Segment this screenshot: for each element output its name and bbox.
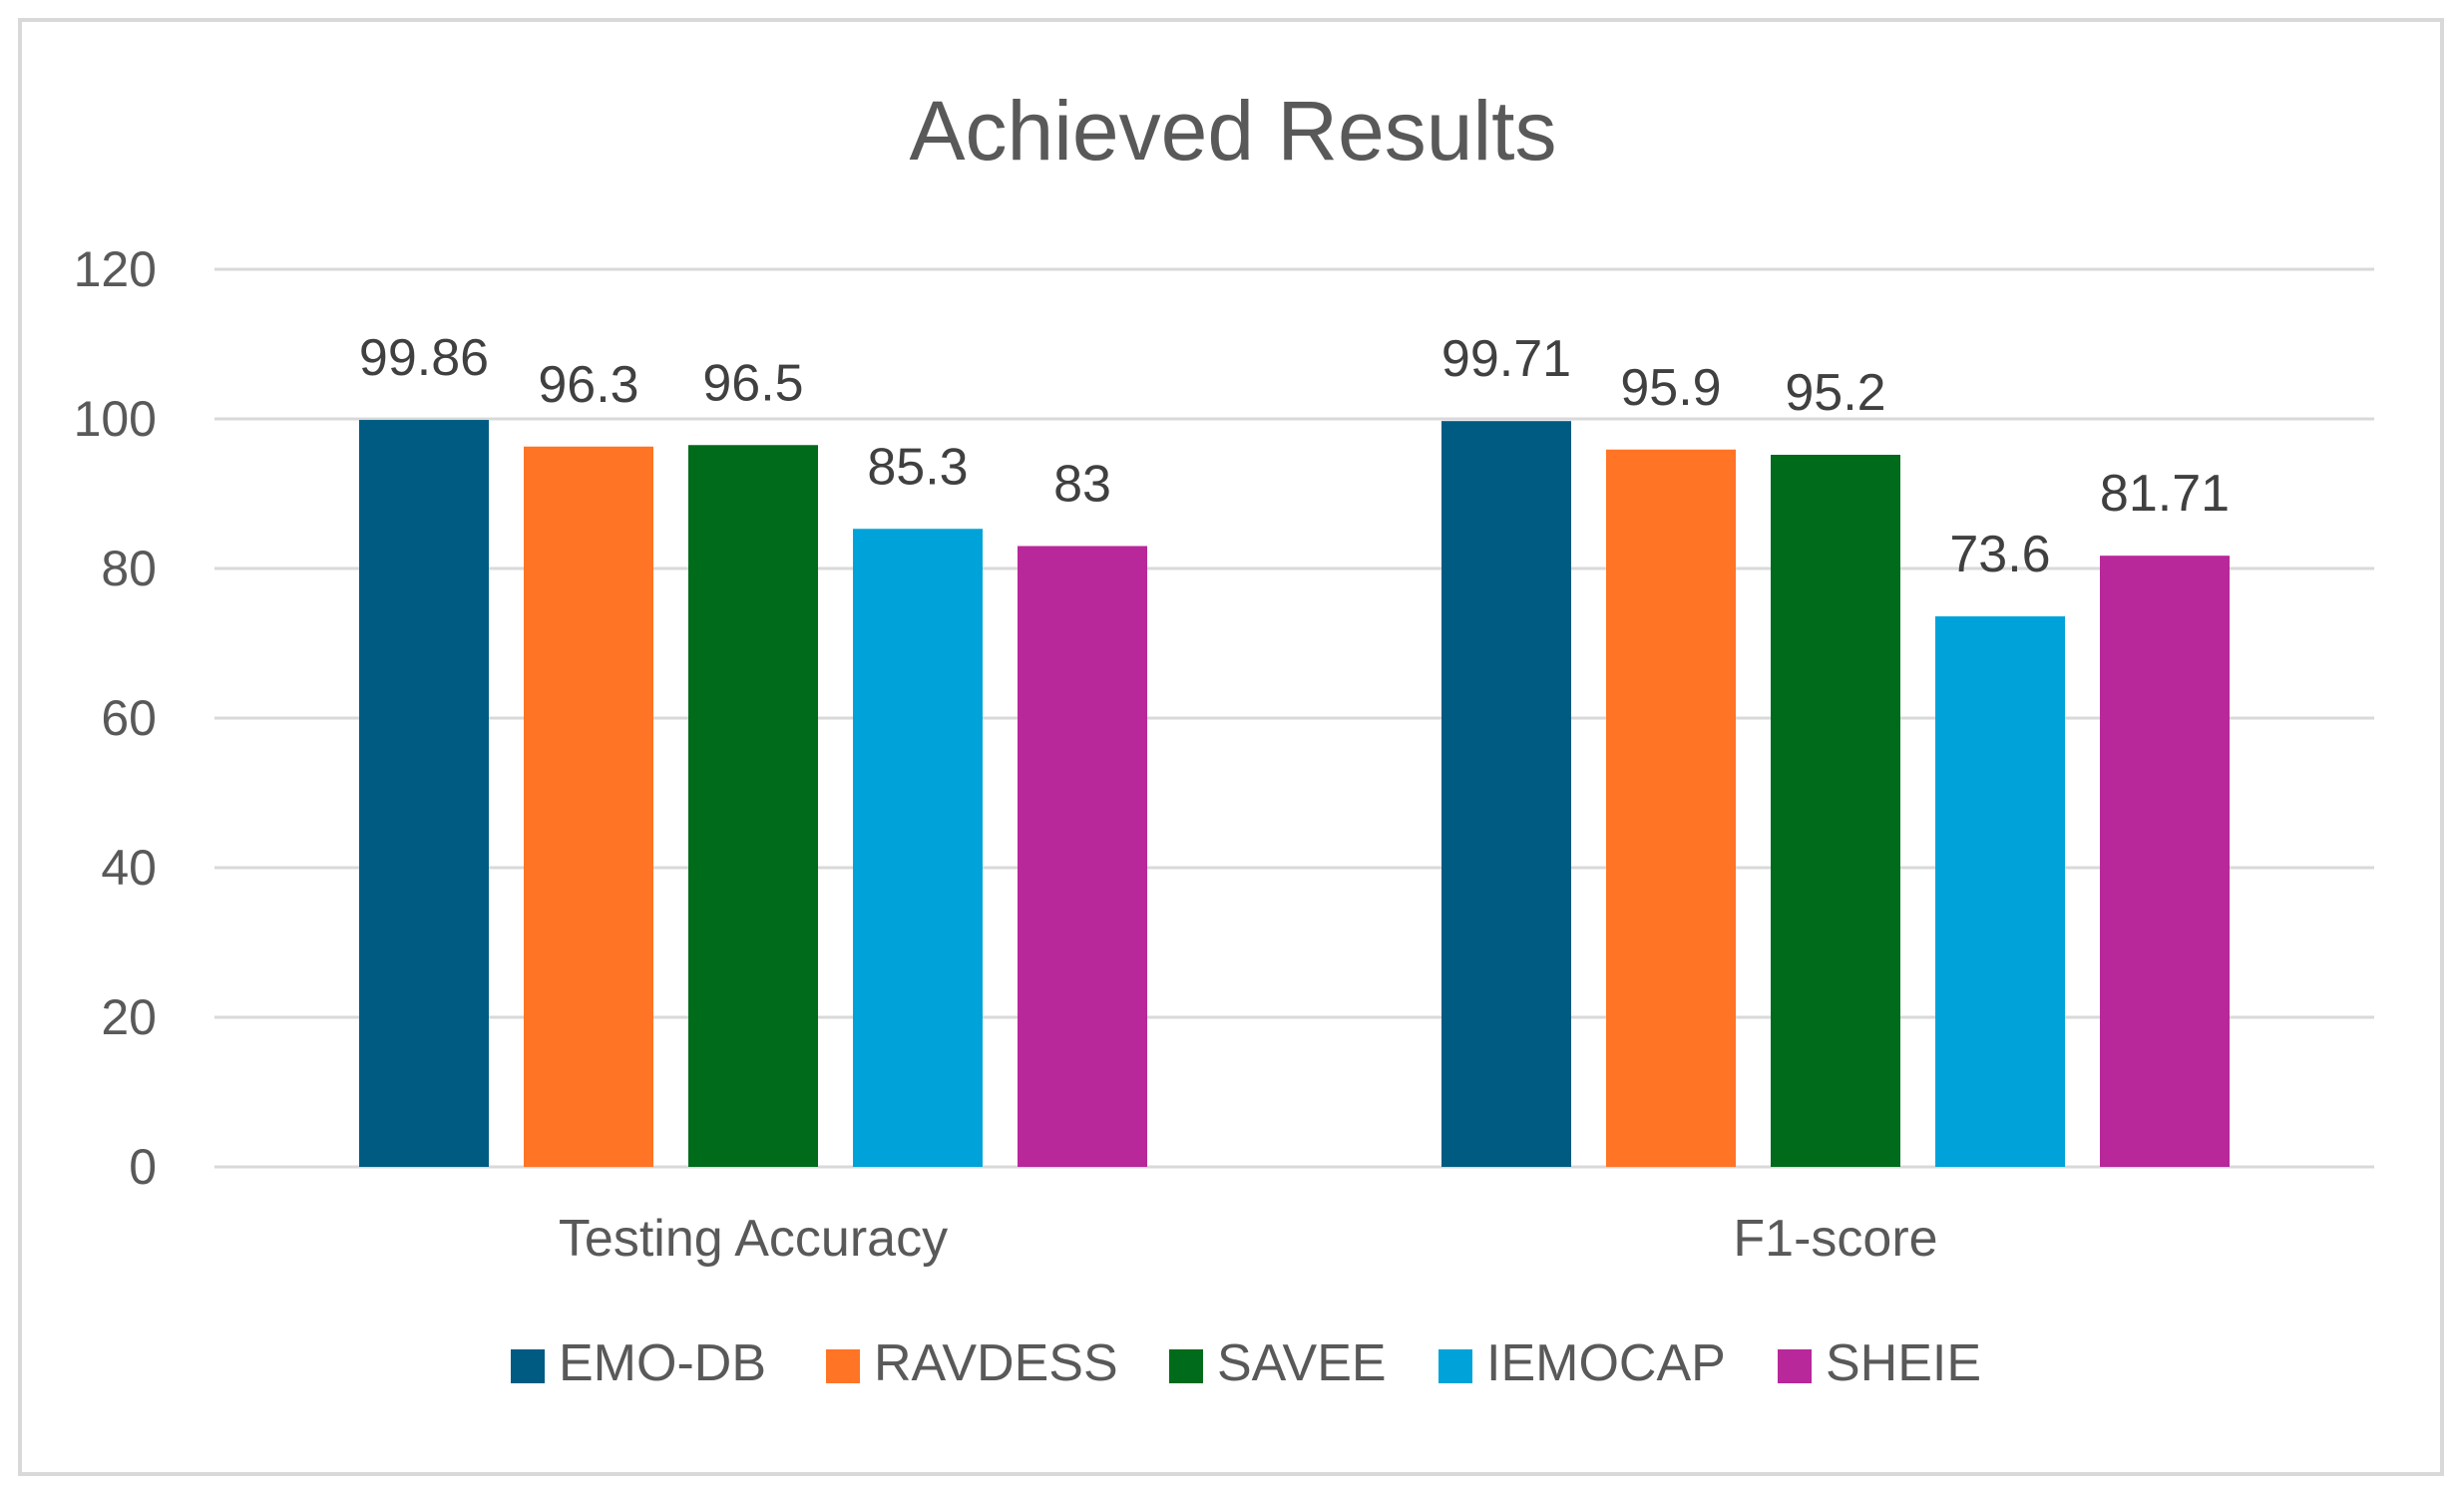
bar-sheie-testing-accuracy: [1018, 546, 1147, 1167]
x-category-label: Testing Accuracy: [559, 1210, 948, 1268]
legend-swatch-emo-db: [511, 1349, 545, 1383]
data-label: 99.86: [359, 329, 489, 387]
legend-label-sheie: SHEIE: [1826, 1334, 1981, 1392]
data-label: 83: [1053, 456, 1111, 514]
y-tick-label: 0: [129, 1139, 157, 1195]
bar-savee-f1-score: [1771, 455, 1900, 1167]
chart-frame: Achieved Results 0 20 40 60 80 100 120 99.86 96…: [18, 18, 2444, 1476]
data-label: 96.3: [538, 356, 638, 414]
y-tick-label: 100: [74, 391, 157, 447]
data-labels: 99.86 96.3 96.5 85.3 83 99.71 95.9 95.2 73.6 81.7…: [359, 329, 2230, 583]
data-label: 99.71: [1441, 330, 1571, 388]
data-label: 81.71: [2100, 465, 2230, 523]
bars: [359, 420, 2230, 1167]
x-axis-categories: Testing Accuracy F1-score: [559, 1210, 1938, 1268]
legend-label-emo-db: EMO-DB: [559, 1334, 766, 1392]
legend-swatch-savee: [1169, 1349, 1203, 1383]
data-label: 95.9: [1620, 359, 1721, 417]
y-tick-label: 20: [101, 989, 157, 1045]
bar-sheie-f1-score: [2100, 556, 2230, 1167]
bar-iemocap-f1-score: [1935, 616, 2065, 1167]
y-axis-ticks: 0 20 40 60 80 100 120: [74, 241, 157, 1195]
legend: EMO-DB RAVDESS SAVEE IEMOCAP SHEIE: [511, 1334, 1981, 1392]
data-label: 95.2: [1785, 364, 1885, 422]
legend-swatch-sheie: [1778, 1349, 1812, 1383]
chart-svg: Achieved Results 0 20 40 60 80 100 120 99.86 96…: [74, 84, 2374, 1392]
bar-emo-db-f1-score: [1441, 421, 1571, 1167]
x-category-label: F1-score: [1733, 1210, 1937, 1268]
legend-label-ravdess: RAVDESS: [874, 1334, 1118, 1392]
bar-iemocap-testing-accuracy: [853, 529, 983, 1167]
bar-ravdess-f1-score: [1606, 449, 1736, 1167]
bar-emo-db-testing-accuracy: [359, 420, 489, 1167]
bar-ravdess-testing-accuracy: [524, 446, 653, 1167]
data-label: 73.6: [1949, 526, 2050, 583]
y-tick-label: 40: [101, 840, 157, 896]
data-label: 96.5: [702, 354, 803, 412]
legend-label-iemocap: IEMOCAP: [1486, 1334, 1726, 1392]
y-tick-label: 80: [101, 541, 157, 596]
legend-swatch-iemocap: [1438, 1349, 1472, 1383]
data-label: 85.3: [867, 438, 968, 496]
legend-label-savee: SAVEE: [1217, 1334, 1387, 1392]
y-tick-label: 60: [101, 690, 157, 746]
y-tick-label: 120: [74, 241, 157, 297]
bar-savee-testing-accuracy: [688, 445, 818, 1167]
chart-title: Achieved Results: [910, 84, 1557, 178]
legend-swatch-ravdess: [826, 1349, 860, 1383]
